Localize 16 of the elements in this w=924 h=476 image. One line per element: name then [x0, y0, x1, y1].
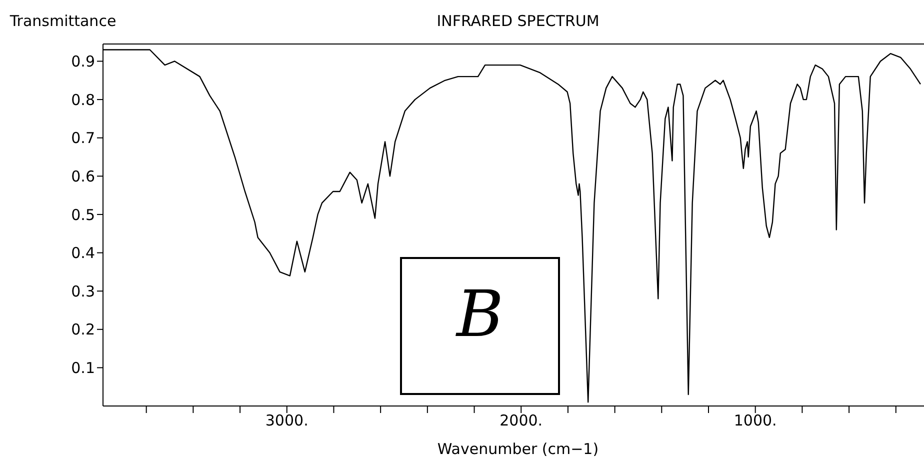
y-tick-label: 0.8	[71, 90, 95, 109]
y-tick-label: 0.3	[71, 282, 95, 300]
annotation: B	[454, 278, 505, 352]
y-tick-label: 0.9	[71, 52, 95, 71]
x-tick-label: 3000.	[265, 412, 308, 430]
y-axis-title: Transmittance	[8, 12, 118, 30]
x-tick-label: 1000.	[734, 412, 777, 430]
y-tick-label: 0.4	[71, 244, 95, 262]
y-tick-label: 0.7	[71, 129, 95, 148]
chart-title: INFRARED SPECTRUM	[436, 12, 600, 30]
y-tick-label: 0.1	[71, 359, 95, 378]
y-tick-label: 0.5	[71, 206, 95, 224]
y-tick-label: 0.2	[71, 320, 95, 339]
x-axis-title: Wavenumber (cm−1)	[436, 440, 600, 458]
x-tick-label: 2000.	[500, 412, 543, 430]
y-tick-label: 0.6	[71, 167, 95, 186]
